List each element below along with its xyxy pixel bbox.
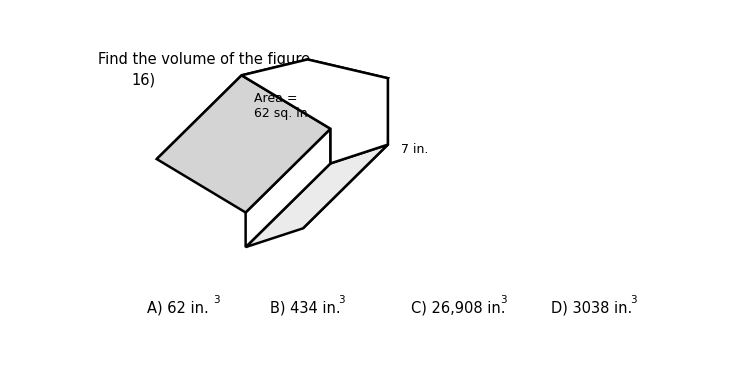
Polygon shape (241, 59, 388, 164)
Text: D) 3038 in.: D) 3038 in. (551, 301, 633, 316)
Text: 3: 3 (213, 295, 220, 305)
Polygon shape (157, 59, 308, 159)
Polygon shape (223, 59, 388, 162)
Text: 16): 16) (132, 72, 155, 87)
Text: A) 62 in.: A) 62 in. (147, 301, 209, 316)
Text: 7 in.: 7 in. (401, 143, 428, 156)
Text: B) 434 in.: B) 434 in. (270, 301, 341, 316)
Text: C) 26,908 in.: C) 26,908 in. (411, 301, 505, 316)
Text: Area =
62 sq. in.: Area = 62 sq. in. (255, 92, 312, 120)
Polygon shape (246, 145, 388, 247)
Polygon shape (246, 129, 331, 247)
Polygon shape (303, 78, 388, 228)
Text: Find the volume of the figure.: Find the volume of the figure. (98, 52, 315, 67)
Text: 3: 3 (338, 295, 345, 305)
Text: 3: 3 (630, 295, 637, 305)
Polygon shape (157, 75, 331, 213)
Text: 3: 3 (500, 295, 506, 305)
